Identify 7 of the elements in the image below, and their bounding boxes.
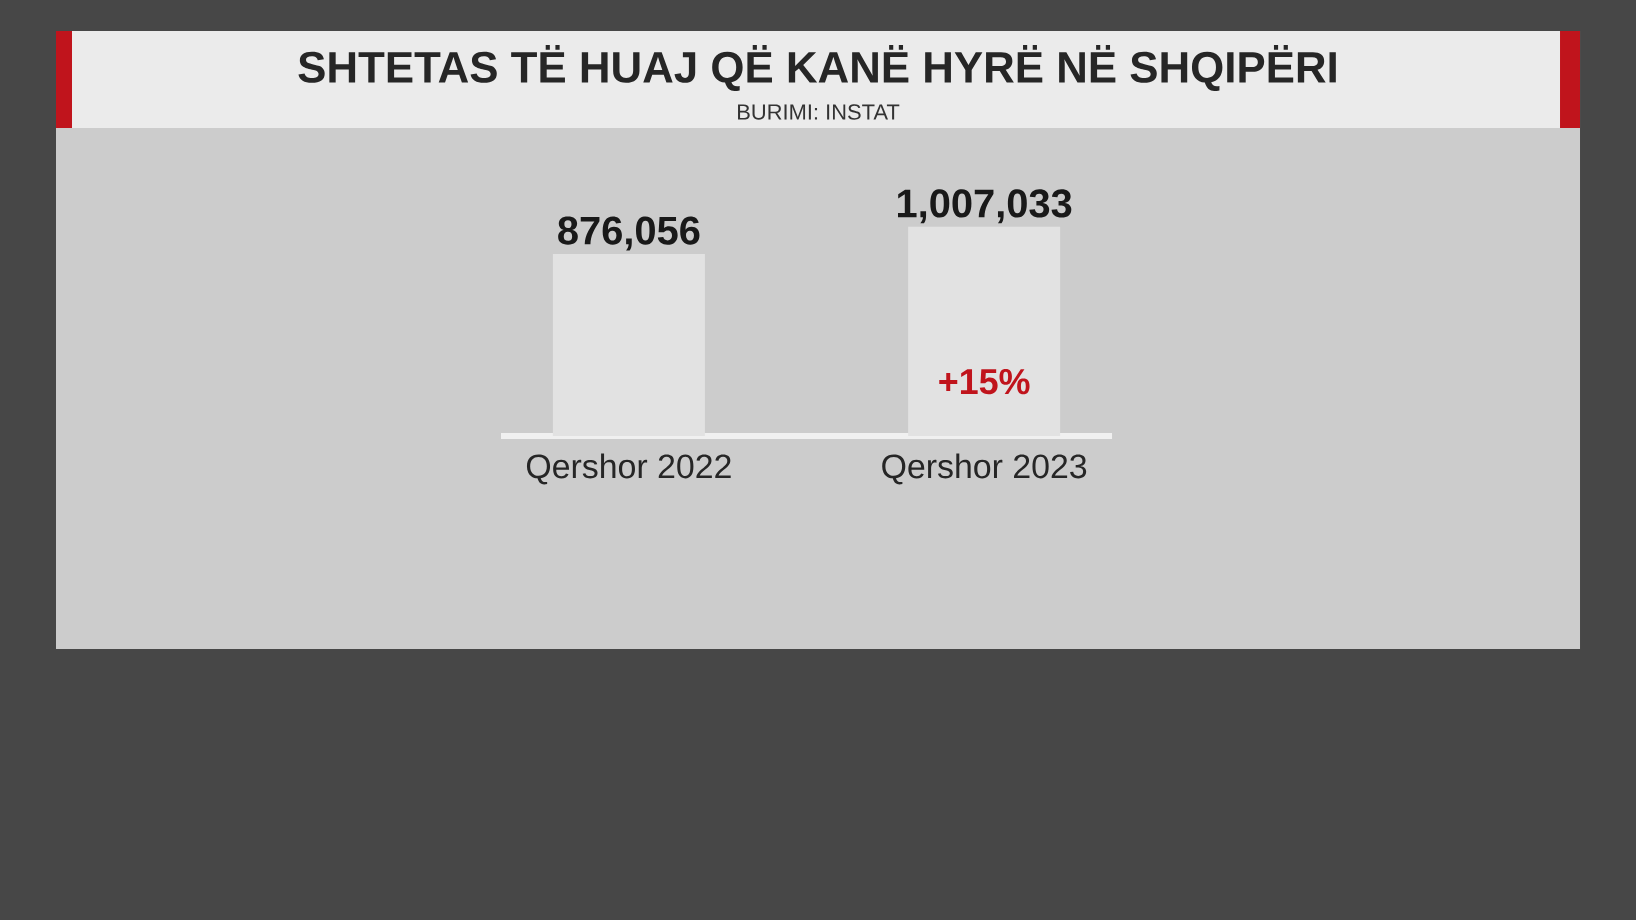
x-tick-label: Qershor 2022 [526,453,731,485]
annotation: +15% [939,368,1030,395]
data-label: 876,056 [558,216,700,251]
chart-subtitle: BURIMI: INSTAT [738,104,900,120]
data-label: 1,007,033 [898,189,1072,224]
chart-title: SHTETAS TË HUAJ QË KANË HYRË NË SHQIPËRI [298,44,1336,92]
x-tick-label: Qershor 2023 [882,453,1087,485]
